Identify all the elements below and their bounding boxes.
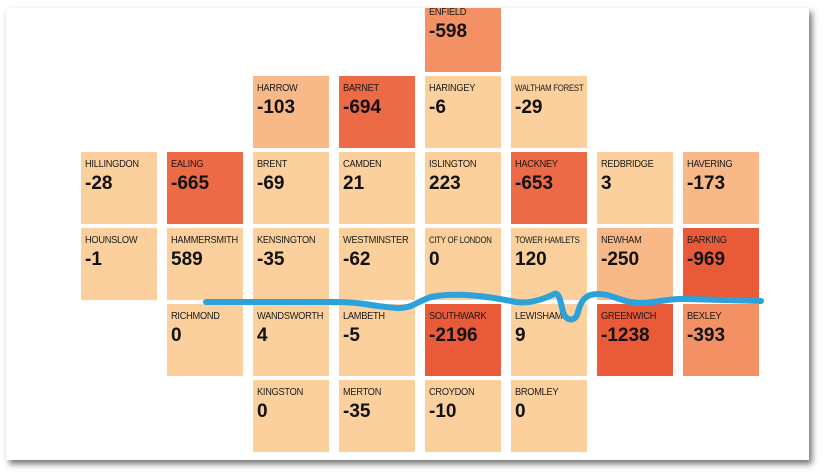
borough-value: 3 bbox=[601, 173, 612, 194]
borough-name: HAMMERSMITH bbox=[171, 234, 238, 246]
borough-value: 0 bbox=[171, 325, 182, 346]
borough-name: LEWISHAM bbox=[515, 310, 563, 322]
borough-value: -103 bbox=[257, 97, 296, 118]
borough-name: WALTHAM FOREST bbox=[515, 83, 584, 94]
borough-value: 0 bbox=[515, 401, 526, 422]
borough-name: BROMLEY bbox=[515, 386, 559, 398]
borough-value: 0 bbox=[429, 249, 440, 270]
map-frame: ENFIELD -598 HARROW -103 BARNET -694 HARINGEY -… bbox=[6, 8, 809, 460]
borough-tile-brent: BRENT -69 bbox=[253, 152, 329, 224]
borough-tile-grid: ENFIELD -598 HARROW -103 BARNET -694 HARINGEY -… bbox=[6, 8, 809, 460]
borough-name: CAMDEN bbox=[343, 158, 382, 170]
borough-name: HAVERING bbox=[687, 158, 733, 170]
borough-tile-kingston: KINGSTON 0 bbox=[253, 380, 329, 452]
borough-tile-wandsworth: WANDSWORTH 4 bbox=[253, 304, 329, 376]
borough-tile-bexley: BEXLEY -393 bbox=[683, 304, 759, 376]
borough-tile-hackney: HACKNEY -653 bbox=[511, 152, 587, 224]
borough-name: LAMBETH bbox=[343, 310, 385, 322]
borough-value: -35 bbox=[257, 249, 285, 270]
borough-tile-barking: BARKING -969 bbox=[683, 228, 759, 300]
borough-value: -969 bbox=[687, 249, 726, 270]
borough-name: KENSINGTON bbox=[257, 234, 316, 246]
borough-value: 589 bbox=[171, 249, 203, 270]
borough-tile-hillingdon: HILLINGDON -28 bbox=[81, 152, 157, 224]
borough-name: BARKING bbox=[687, 234, 727, 246]
borough-value: 223 bbox=[429, 173, 461, 194]
borough-value: 0 bbox=[257, 401, 268, 422]
borough-tile-waltham-forest: WALTHAM FOREST -29 bbox=[511, 76, 587, 148]
borough-tile-greenwich: GREENWICH -1238 bbox=[597, 304, 673, 376]
borough-name: CROYDON bbox=[429, 386, 475, 398]
borough-tile-kensington: KENSINGTON -35 bbox=[253, 228, 329, 300]
borough-tile-newham: NEWHAM -250 bbox=[597, 228, 673, 300]
borough-tile-southwark: SOUTHWARK -2196 bbox=[425, 304, 501, 376]
borough-tile-lambeth: LAMBETH -5 bbox=[339, 304, 415, 376]
borough-tile-hounslow: HOUNSLOW -1 bbox=[81, 228, 157, 300]
borough-value: -29 bbox=[515, 97, 543, 118]
borough-name: BARNET bbox=[343, 82, 379, 94]
borough-tile-lewisham: LEWISHAM 9 bbox=[511, 304, 587, 376]
borough-name: BRENT bbox=[257, 158, 288, 170]
borough-name: RICHMOND bbox=[171, 310, 220, 322]
borough-value: -173 bbox=[687, 173, 726, 194]
borough-tile-islington: ISLINGTON 223 bbox=[425, 152, 501, 224]
borough-tile-havering: HAVERING -173 bbox=[683, 152, 759, 224]
borough-name: NEWHAM bbox=[601, 234, 642, 246]
borough-value: -1 bbox=[85, 249, 102, 270]
borough-name: WESTMINSTER bbox=[343, 234, 409, 246]
borough-tile-barnet: BARNET -694 bbox=[339, 76, 415, 148]
borough-name: ISLINGTON bbox=[429, 158, 477, 170]
borough-value: -2196 bbox=[429, 325, 478, 346]
borough-value: -598 bbox=[429, 21, 468, 42]
borough-value: -393 bbox=[687, 325, 726, 346]
borough-name: CITY OF LONDON bbox=[429, 235, 492, 246]
borough-value: -250 bbox=[601, 249, 640, 270]
borough-name: ENFIELD bbox=[429, 8, 467, 18]
borough-tile-harrow: HARROW -103 bbox=[253, 76, 329, 148]
borough-tile-tower-hamlets: TOWER HAMLETS 120 bbox=[511, 228, 587, 300]
borough-tile-camden: CAMDEN 21 bbox=[339, 152, 415, 224]
borough-value: 4 bbox=[257, 325, 268, 346]
borough-name: WANDSWORTH bbox=[257, 310, 324, 322]
borough-name: EALING bbox=[171, 158, 204, 170]
borough-value: -28 bbox=[85, 173, 113, 194]
borough-tile-enfield: ENFIELD -598 bbox=[425, 8, 501, 72]
borough-tile-city-of-london: CITY OF LONDON 0 bbox=[425, 228, 501, 300]
borough-tile-merton: MERTON -35 bbox=[339, 380, 415, 452]
borough-name: HARROW bbox=[257, 82, 298, 94]
borough-tile-bromley: BROMLEY 0 bbox=[511, 380, 587, 452]
borough-value: -5 bbox=[343, 325, 360, 346]
borough-value: -653 bbox=[515, 173, 554, 194]
borough-value: -694 bbox=[343, 97, 382, 118]
borough-tile-hammersmith: HAMMERSMITH 589 bbox=[167, 228, 243, 300]
borough-name: SOUTHWARK bbox=[429, 310, 487, 322]
borough-name: BEXLEY bbox=[687, 310, 722, 322]
borough-name: REDBRIDGE bbox=[601, 158, 654, 170]
borough-tile-redbridge: REDBRIDGE 3 bbox=[597, 152, 673, 224]
borough-name: MERTON bbox=[343, 386, 382, 398]
borough-name: HOUNSLOW bbox=[85, 234, 138, 246]
borough-value: 21 bbox=[343, 173, 365, 194]
borough-tile-richmond: RICHMOND 0 bbox=[167, 304, 243, 376]
borough-value: -1238 bbox=[601, 325, 650, 346]
borough-name: GREENWICH bbox=[601, 310, 657, 322]
borough-value: -69 bbox=[257, 173, 285, 194]
borough-value: -665 bbox=[171, 173, 210, 194]
borough-name: HACKNEY bbox=[515, 158, 558, 170]
borough-name: TOWER HAMLETS bbox=[515, 235, 580, 246]
borough-name: HILLINGDON bbox=[85, 158, 139, 170]
borough-value: 120 bbox=[515, 249, 547, 270]
borough-tile-croydon: CROYDON -10 bbox=[425, 380, 501, 452]
borough-tile-ealing: EALING -665 bbox=[167, 152, 243, 224]
borough-value: 9 bbox=[515, 325, 526, 346]
borough-tile-haringey: HARINGEY -6 bbox=[425, 76, 501, 148]
borough-tile-westminster: WESTMINSTER -62 bbox=[339, 228, 415, 300]
borough-value: -6 bbox=[429, 97, 446, 118]
borough-value: -35 bbox=[343, 401, 371, 422]
borough-name: HARINGEY bbox=[429, 82, 476, 94]
borough-value: -62 bbox=[343, 249, 371, 270]
borough-name: KINGSTON bbox=[257, 386, 303, 398]
borough-value: -10 bbox=[429, 401, 457, 422]
